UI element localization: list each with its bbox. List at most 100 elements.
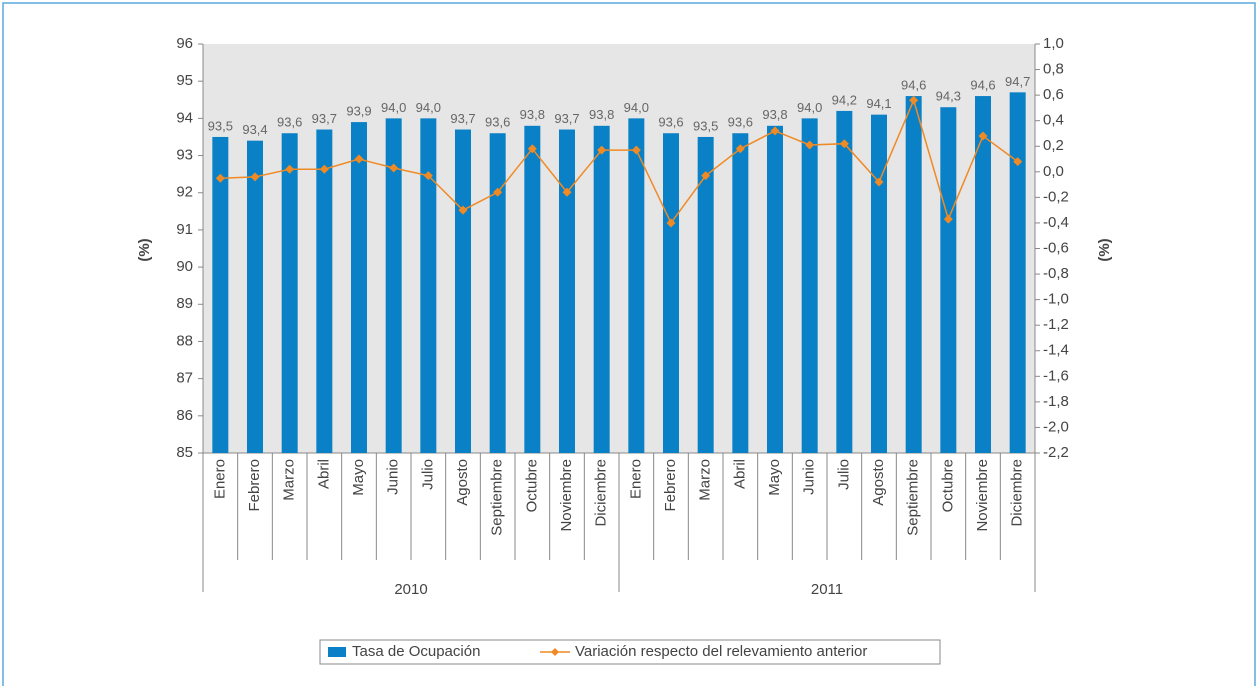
marker bbox=[666, 218, 676, 228]
marker bbox=[319, 164, 329, 174]
x-tick-label: Diciembre bbox=[593, 459, 610, 527]
marker bbox=[423, 171, 433, 181]
bar bbox=[351, 122, 367, 453]
x-tick-label: Noviembre bbox=[558, 459, 575, 532]
bar bbox=[420, 118, 437, 453]
value-label: 93,7 bbox=[450, 111, 475, 126]
x-tick-label: Septiembre bbox=[489, 459, 506, 536]
legend-marker bbox=[551, 648, 559, 656]
y-tick-label: 93 bbox=[176, 147, 193, 164]
y2-tick-label: 0,0 bbox=[1043, 163, 1064, 180]
x-tick-label: Abril bbox=[731, 459, 748, 489]
y2-tick-label: -1,4 bbox=[1043, 342, 1069, 359]
marker bbox=[943, 214, 953, 224]
marker bbox=[770, 126, 780, 136]
marker bbox=[215, 173, 225, 183]
y-tick-label: 86 bbox=[176, 407, 193, 424]
bar bbox=[455, 129, 471, 453]
marker bbox=[250, 172, 260, 182]
x-tick-label: Junio bbox=[385, 459, 402, 495]
x-tick-label: Septiembre bbox=[905, 459, 922, 536]
x-tick-label: Enero bbox=[627, 459, 644, 499]
value-label: 94,0 bbox=[381, 100, 406, 115]
value-label: 94,2 bbox=[832, 92, 857, 107]
value-label: 93,8 bbox=[762, 107, 787, 122]
value-label: 94,6 bbox=[970, 77, 995, 92]
legend-box bbox=[319, 639, 941, 665]
value-label: 93,9 bbox=[346, 104, 371, 119]
legend-label: Tasa de Ocupación bbox=[352, 643, 480, 660]
marker bbox=[285, 164, 295, 174]
y-tick-label: 94 bbox=[176, 109, 193, 126]
value-label: 94,6 bbox=[901, 77, 926, 92]
marker bbox=[493, 187, 503, 197]
marker bbox=[527, 144, 537, 154]
value-label: 93,7 bbox=[554, 111, 579, 126]
value-label: 94,1 bbox=[866, 96, 891, 111]
y2-tick-label: -2,2 bbox=[1043, 444, 1069, 461]
bar bbox=[385, 118, 402, 453]
marker bbox=[909, 95, 919, 105]
y-tick-label: 90 bbox=[176, 258, 193, 275]
bar bbox=[628, 118, 645, 453]
x-tick-label: Noviembre bbox=[974, 459, 991, 532]
y2-axis-label: (%) bbox=[1096, 238, 1113, 261]
group-label: 2010 bbox=[394, 581, 427, 598]
marker bbox=[389, 163, 399, 173]
marker bbox=[562, 187, 572, 197]
y2-tick-label: -0,4 bbox=[1043, 214, 1069, 231]
x-tick-label: Octubre bbox=[939, 459, 956, 512]
x-tick-label: Junio bbox=[801, 459, 818, 495]
value-label: 94,3 bbox=[936, 89, 961, 104]
y2-tick-label: -0,6 bbox=[1043, 239, 1069, 256]
y-tick-label: 89 bbox=[176, 295, 193, 312]
bar bbox=[767, 125, 783, 454]
value-label: 93,7 bbox=[312, 111, 337, 126]
value-label: 93,5 bbox=[693, 118, 718, 133]
marker bbox=[874, 177, 884, 187]
bar bbox=[281, 133, 298, 453]
bar bbox=[801, 118, 818, 453]
value-label: 94,0 bbox=[624, 100, 649, 115]
bar bbox=[593, 125, 610, 454]
marker bbox=[701, 171, 711, 181]
x-tick-label: Marzo bbox=[697, 459, 714, 501]
x-tick-label: Octubre bbox=[523, 459, 540, 512]
x-tick-label: Mayo bbox=[350, 459, 367, 496]
y2-tick-label: 0,2 bbox=[1043, 137, 1064, 154]
y2-tick-label: 0,8 bbox=[1043, 61, 1064, 78]
bar bbox=[1009, 92, 1026, 453]
bar bbox=[905, 96, 922, 454]
y2-tick-label: -1,2 bbox=[1043, 316, 1069, 333]
bar bbox=[524, 125, 541, 454]
y-tick-label: 91 bbox=[176, 221, 193, 238]
y2-tick-label: 0,4 bbox=[1043, 112, 1064, 129]
value-label: 94,0 bbox=[416, 100, 441, 115]
y-tick-label: 92 bbox=[176, 184, 193, 201]
value-label: 93,6 bbox=[485, 115, 510, 130]
y2-tick-label: -0,8 bbox=[1043, 265, 1069, 282]
value-label: 93,5 bbox=[208, 118, 233, 133]
bar bbox=[559, 129, 575, 453]
y-tick-label: 95 bbox=[176, 72, 193, 89]
value-label: 93,8 bbox=[520, 107, 545, 122]
group-label: 2011 bbox=[811, 581, 843, 598]
y2-tick-label: 0,6 bbox=[1043, 86, 1064, 103]
x-tick-label: Abril bbox=[315, 459, 332, 489]
bar bbox=[247, 140, 263, 453]
value-label: 93,6 bbox=[277, 115, 302, 130]
x-tick-label: Julio bbox=[835, 459, 852, 490]
x-tick-label: Mayo bbox=[766, 459, 783, 496]
y2-tick-label: -1,8 bbox=[1043, 393, 1069, 410]
bar bbox=[212, 136, 229, 454]
bar bbox=[489, 133, 506, 453]
bar bbox=[975, 96, 991, 454]
x-tick-label: Marzo bbox=[281, 459, 298, 501]
x-tick-label: Agosto bbox=[454, 459, 471, 506]
value-label: 93,6 bbox=[728, 115, 753, 130]
y2-tick-label: 1,0 bbox=[1043, 35, 1064, 52]
marker bbox=[839, 139, 849, 149]
y2-tick-label: -2,0 bbox=[1043, 418, 1069, 435]
y-tick-label: 87 bbox=[176, 370, 193, 387]
